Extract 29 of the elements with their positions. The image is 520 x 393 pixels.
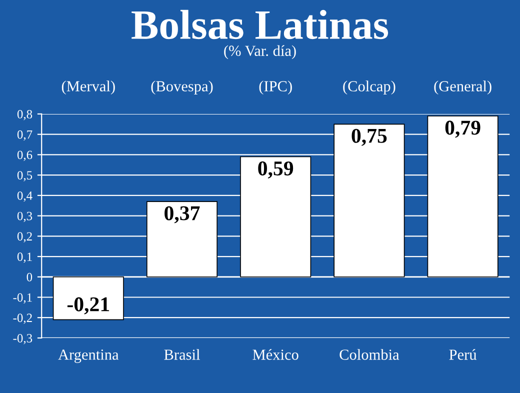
x-tick-label: Colombia — [340, 349, 400, 360]
y-tick-label: -0,3 — [13, 334, 32, 344]
text: (Colcap) — [343, 80, 396, 95]
text: (Merval) — [62, 80, 115, 95]
chart-subtitle: (% Var. día) — [224, 45, 296, 60]
y-tick-label: 0 — [26, 272, 32, 282]
y-tick-label: 0,6 — [17, 150, 32, 161]
y-tick-label: 0,7 — [17, 130, 32, 141]
y-tick-label: 0,4 — [17, 191, 32, 202]
data-label: 0,59 — [258, 161, 294, 178]
y-tick-label: -0,2 — [13, 314, 32, 324]
x-tick-label: México — [252, 349, 298, 360]
y-tick-label: -0,1 — [13, 293, 32, 304]
y-tick-label: 0,5 — [17, 171, 32, 182]
x-tick-label: Perú — [449, 349, 477, 360]
chart-title: Bolsas Latinas — [132, 10, 388, 40]
y-tick-label: 0,2 — [17, 232, 32, 242]
y-tick-label: 0,1 — [17, 252, 32, 263]
y-tick-label: 0,3 — [17, 212, 32, 222]
text: (IPC) — [259, 80, 292, 95]
data-label: 0,79 — [445, 120, 480, 138]
y-tick-label: 0,8 — [17, 110, 32, 120]
data-label: -0,21 — [67, 297, 110, 314]
x-tick-label: Brasil — [164, 349, 200, 360]
text: (Bovespa) — [151, 80, 213, 95]
data-label: 0,37 — [164, 206, 200, 224]
x-tick-label: Argentina — [58, 350, 119, 363]
data-label: 0,75 — [352, 128, 387, 146]
text: (General) — [434, 80, 492, 95]
